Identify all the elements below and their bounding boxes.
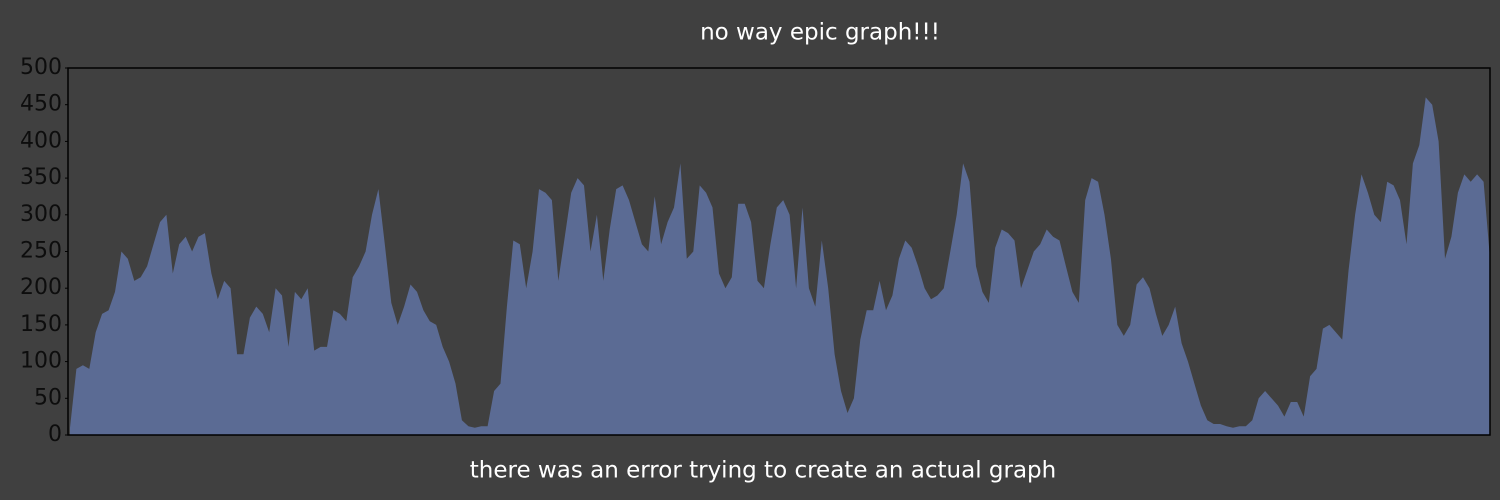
y-tick-label: 400 <box>20 128 62 153</box>
x-axis-label: there was an error trying to create an a… <box>470 458 1056 484</box>
y-tick-label: 150 <box>20 312 62 337</box>
y-tick-label: 500 <box>20 55 62 80</box>
plot-frame <box>67 67 1491 436</box>
y-tick-label: 350 <box>20 165 62 190</box>
chart-title: no way epic graph!!! <box>700 20 940 46</box>
y-tick-label: 250 <box>20 239 62 264</box>
y-tick-label: 450 <box>20 92 62 117</box>
area <box>70 97 1490 436</box>
y-tick-label: 200 <box>20 275 62 300</box>
y-tick-label: 100 <box>20 349 62 374</box>
y-tick-label: 50 <box>34 385 62 410</box>
y-tick-label: 300 <box>20 202 62 227</box>
y-tick-label: 0 <box>48 422 62 447</box>
